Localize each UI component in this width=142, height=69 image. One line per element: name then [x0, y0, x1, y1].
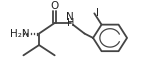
Text: H: H — [67, 18, 74, 28]
Text: N: N — [66, 12, 74, 22]
Text: O: O — [51, 1, 59, 11]
Text: I: I — [96, 8, 99, 18]
Text: H₂N: H₂N — [10, 29, 30, 39]
